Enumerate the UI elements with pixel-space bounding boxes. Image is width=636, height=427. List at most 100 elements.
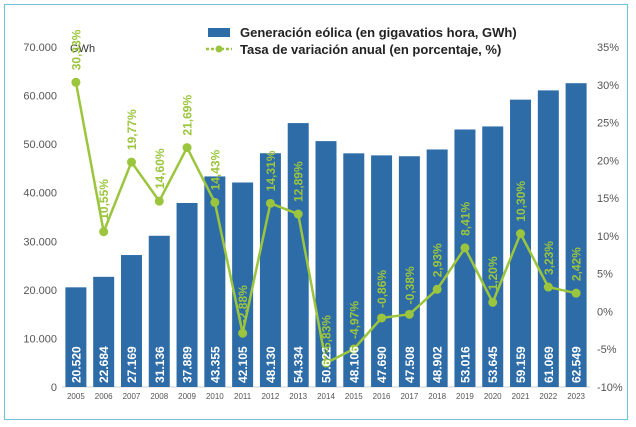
legend-label-rate: Tasa de variación anual (en porcentaje, … <box>240 42 501 57</box>
rate-point <box>71 77 81 87</box>
x-tick-label: 2007 <box>123 392 141 401</box>
rate-value-label: 10,55% <box>97 179 111 220</box>
right-tick-label: 20% <box>597 155 619 167</box>
x-tick-label: 2008 <box>150 392 168 401</box>
bar-value-label: 22.684 <box>97 346 111 383</box>
bar <box>65 287 87 387</box>
bar-value-label: 50.622 <box>320 346 334 383</box>
rate-value-label: -6,83% <box>320 315 334 353</box>
bar-value-label: 27.169 <box>125 346 139 383</box>
bar <box>287 123 309 387</box>
rate-point <box>126 157 136 167</box>
x-tick-label: 2016 <box>373 392 391 401</box>
bar <box>426 149 448 387</box>
rate-value-label: 1,20% <box>486 256 500 290</box>
rate-value-label: 3,23% <box>542 241 556 275</box>
bar <box>232 182 254 387</box>
bar <box>482 126 504 387</box>
bar <box>315 141 337 387</box>
bar <box>93 276 115 387</box>
left-tick-label: 50.000 <box>23 139 57 151</box>
bar <box>343 153 365 387</box>
rate-point <box>349 344 359 354</box>
rate-point <box>154 196 164 206</box>
rate-value-label: 21,69% <box>181 95 195 136</box>
left-tick-label: 20.000 <box>23 285 57 297</box>
bar-value-label: 59.159 <box>514 346 528 383</box>
rate-point <box>293 209 303 219</box>
x-tick-label: 2019 <box>456 392 474 401</box>
x-axis-ticks: 2005 2006 2007 2008 2009 2010 2011 2012 2013 2014… <box>67 392 586 401</box>
right-tick-label: 10% <box>597 231 619 243</box>
x-tick-label: 2018 <box>428 392 446 401</box>
bar-value-label: 47.508 <box>403 346 417 383</box>
bar-value-label: 43.355 <box>208 346 222 383</box>
rate-value-label: -4,97% <box>347 301 361 339</box>
rate-point <box>182 143 192 153</box>
right-tick-label: 15% <box>597 193 619 205</box>
right-tick-label: -10% <box>597 382 623 394</box>
bar-value-label: 53.016 <box>458 346 472 383</box>
x-tick-label: 2012 <box>262 392 280 401</box>
bar <box>120 255 142 387</box>
legend: Generación eólica (en gigavatios hora, G… <box>206 25 517 57</box>
right-tick-label: 5% <box>597 269 613 281</box>
right-tick-label: -5% <box>597 344 617 356</box>
rate-value-label: 10,30% <box>514 181 528 222</box>
right-tick-label: 25% <box>597 118 619 130</box>
bar-value-labels: 20.520 22.684 27.169 31.136 37.889 43.355 42.1… <box>69 346 583 383</box>
x-tick-label: 2022 <box>539 392 557 401</box>
line-series <box>71 77 581 368</box>
rate-point <box>404 309 414 319</box>
bar-value-label: 47.690 <box>375 346 389 383</box>
rate-point <box>210 197 220 207</box>
rate-point <box>321 358 331 368</box>
right-tick-label: 30% <box>597 80 619 92</box>
rate-point <box>488 297 498 307</box>
left-axis-unit: GWh <box>70 43 95 55</box>
rate-value-label: -0,38% <box>403 266 417 304</box>
bar <box>398 156 420 387</box>
bar-value-label: 48.106 <box>347 346 361 383</box>
rate-value-label: 14,43% <box>208 149 222 190</box>
x-tick-label: 2017 <box>400 392 418 401</box>
bar <box>148 235 170 387</box>
bar-value-label: 20.520 <box>69 346 83 383</box>
rate-value-label: 30,33% <box>69 29 83 70</box>
right-tick-label: 35% <box>597 42 619 54</box>
left-tick-label: 70.000 <box>23 42 57 54</box>
x-tick-label: 2020 <box>484 392 502 401</box>
rate-point <box>99 227 109 237</box>
left-tick-label: 60.000 <box>23 91 57 103</box>
x-tick-label: 2015 <box>345 392 363 401</box>
rate-point <box>265 198 275 208</box>
left-tick-label: 40.000 <box>23 188 57 200</box>
left-axis: 0 10.000 20.000 30.000 40.000 50.000 60.000 70.… <box>23 42 57 394</box>
x-tick-label: 2005 <box>67 392 85 401</box>
x-tick-label: 2006 <box>95 392 113 401</box>
bar <box>259 153 281 387</box>
bar <box>510 99 532 388</box>
bar-value-label: 37.889 <box>181 346 195 383</box>
left-tick-label: 0 <box>51 382 57 394</box>
rate-value-label: 19,77% <box>125 109 139 150</box>
rate-value-labels: 30,33% 10,55% 19,77% 14,60% 21,69% 14,43% -2,8… <box>69 29 583 353</box>
rate-value-label: 2,93% <box>431 243 445 277</box>
right-axis: -10% -5% 0% 5% 10% 15% 20% 25% 30% 35% <box>597 42 623 394</box>
rate-value-label: 14,60% <box>153 148 167 189</box>
rate-value-label: -2,88% <box>236 285 250 323</box>
left-tick-label: 10.000 <box>23 333 57 345</box>
rate-value-label: 14,31% <box>264 150 278 191</box>
bar-series <box>62 83 590 388</box>
x-tick-label: 2013 <box>289 392 307 401</box>
bar-value-label: 54.334 <box>292 346 306 383</box>
bar <box>176 202 198 387</box>
x-tick-label: 2014 <box>317 392 335 401</box>
left-tick-label: 30.000 <box>23 236 57 248</box>
rate-point <box>238 328 248 338</box>
rate-point <box>432 284 442 294</box>
bar-value-label: 61.069 <box>542 346 556 383</box>
right-tick-label: 0% <box>597 306 613 318</box>
rate-point <box>571 288 581 298</box>
